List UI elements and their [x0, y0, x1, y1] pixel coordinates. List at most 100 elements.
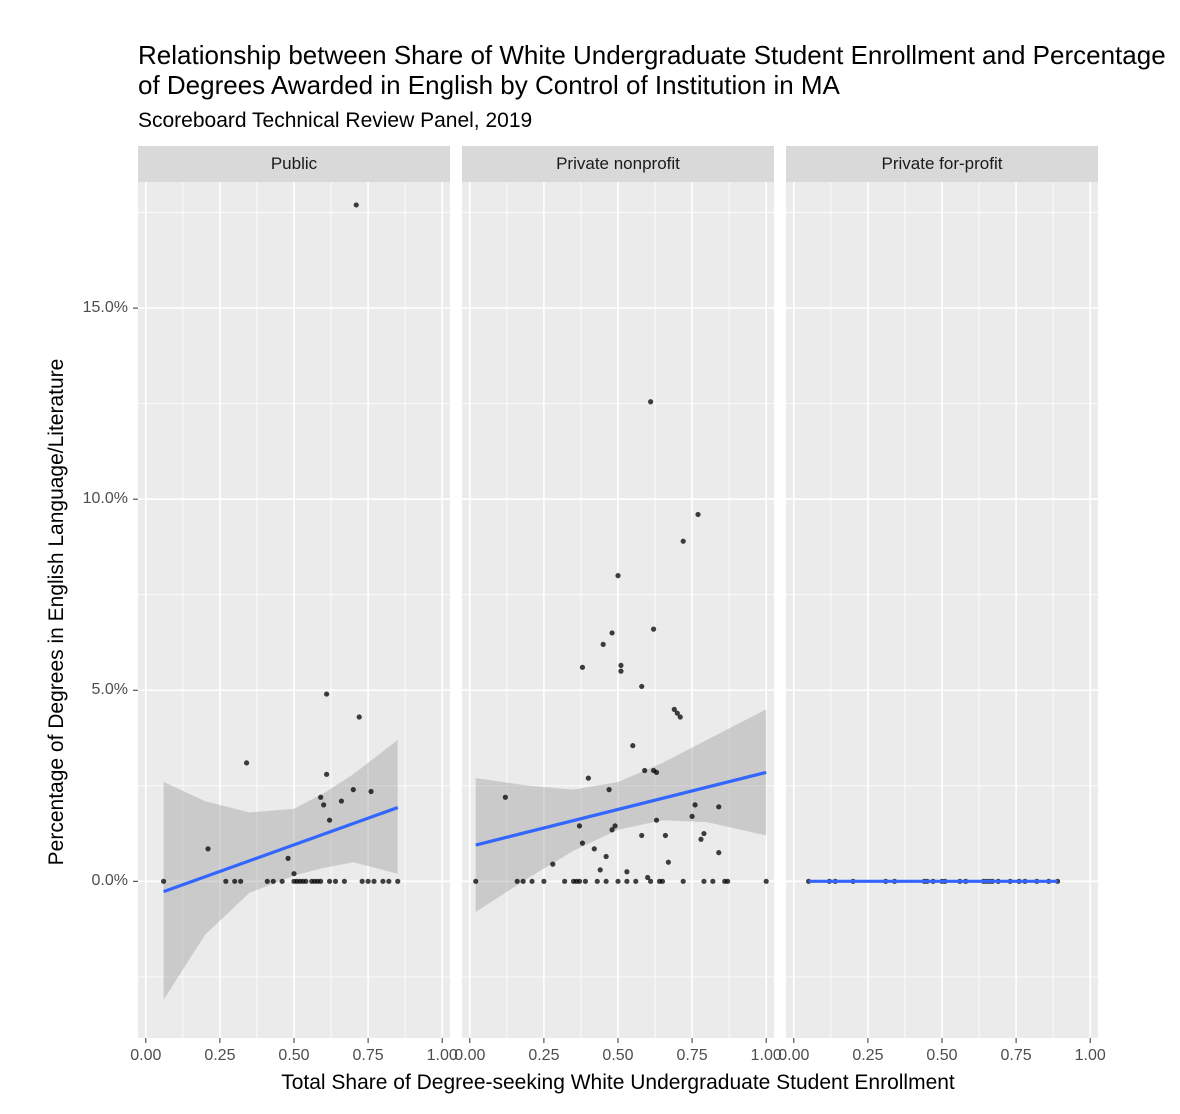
data-point	[579, 664, 586, 670]
data-point	[692, 802, 698, 808]
data-point	[338, 798, 345, 804]
y-tick-label: 0.0%	[91, 872, 128, 890]
data-point	[562, 878, 568, 884]
data-point	[695, 511, 701, 518]
data-point	[324, 691, 330, 697]
data-point	[576, 878, 583, 884]
facet-strip-private-nonprofit: Private nonprofit	[462, 146, 774, 182]
data-point	[386, 878, 392, 884]
data-point	[725, 878, 731, 884]
data-point	[579, 840, 586, 846]
data-point	[594, 878, 600, 884]
x-tick-label: 0.75	[1000, 1047, 1032, 1064]
data-point	[630, 743, 636, 749]
data-point	[541, 878, 547, 884]
data-point	[710, 878, 716, 884]
data-point	[662, 832, 669, 839]
data-point	[618, 662, 624, 669]
x-tick-label: 0.00	[454, 1047, 486, 1064]
data-point	[365, 878, 371, 884]
data-point	[716, 804, 722, 810]
data-point	[642, 767, 648, 774]
x-tick-label: 0.25	[852, 1047, 884, 1064]
data-point	[326, 817, 333, 823]
data-point	[606, 787, 612, 793]
data-point	[223, 878, 229, 884]
data-point	[270, 878, 276, 884]
data-point	[243, 760, 250, 766]
data-point	[609, 827, 615, 833]
trend-line	[475, 770, 767, 847]
x-tick-label: 0.25	[528, 1047, 560, 1064]
data-point	[671, 706, 677, 712]
data-point	[648, 399, 654, 405]
chart-title: Relationship between Share of White Unde…	[138, 40, 1166, 100]
data-point	[665, 859, 671, 865]
x-tick-label: 1.00	[750, 1047, 782, 1064]
data-point	[716, 850, 722, 856]
data-point	[648, 878, 654, 884]
data-point	[653, 817, 660, 823]
data-point	[368, 788, 374, 795]
y-tick-label: 10.0%	[82, 490, 128, 508]
data-point	[473, 878, 479, 884]
confidence-ribbon	[163, 739, 398, 1000]
data-point	[633, 878, 639, 884]
data-point	[618, 668, 624, 674]
data-point	[205, 846, 211, 852]
data-point	[279, 878, 285, 884]
data-point	[763, 878, 769, 884]
chart-subtitle: Scoreboard Technical Review Panel, 2019	[138, 109, 533, 132]
data-point	[591, 846, 597, 852]
data-point	[350, 787, 356, 793]
data-point	[677, 714, 683, 720]
data-point	[318, 878, 324, 884]
data-point	[624, 869, 630, 875]
data-point	[659, 878, 666, 884]
data-point	[701, 830, 707, 837]
data-point	[600, 641, 606, 647]
data-point	[650, 626, 657, 632]
data-point	[550, 861, 556, 867]
data-point	[232, 878, 238, 884]
data-point	[701, 878, 707, 884]
data-point	[332, 878, 339, 884]
x-tick-label: 0.75	[352, 1047, 384, 1064]
data-point	[689, 813, 695, 819]
data-point	[680, 538, 686, 544]
y-tick-label: 15.0%	[82, 299, 128, 317]
data-point	[582, 878, 588, 884]
data-point	[612, 823, 618, 829]
data-point	[639, 683, 645, 690]
data-point	[341, 878, 347, 884]
facet-strip-private-for-profit: Private for-profit	[786, 146, 1098, 182]
y-tick-label: 5.0%	[91, 681, 128, 699]
x-tick-label: 1.00	[426, 1047, 458, 1064]
data-point	[585, 775, 591, 781]
x-tick-label: 0.50	[278, 1047, 310, 1064]
data-point	[645, 874, 651, 881]
data-point	[576, 823, 583, 829]
x-tick-label: 0.75	[676, 1047, 708, 1064]
data-point	[502, 794, 508, 800]
data-point	[680, 878, 686, 884]
data-point	[603, 853, 609, 860]
data-point	[653, 769, 660, 776]
y-axis-label: Percentage of Degrees in English Languag…	[45, 358, 68, 866]
data-point	[529, 878, 535, 884]
data-point	[318, 794, 324, 800]
data-point	[324, 771, 330, 777]
x-tick-label: 0.50	[926, 1047, 958, 1064]
data-point	[264, 878, 270, 884]
x-tick-label: 1.00	[1074, 1047, 1106, 1064]
data-point	[359, 878, 365, 884]
data-point	[615, 573, 621, 579]
data-point	[291, 871, 297, 877]
data-point	[624, 878, 630, 884]
data-point	[639, 832, 645, 839]
data-point	[609, 630, 615, 636]
facet-strip-public: Public	[138, 146, 450, 182]
x-tick-label: 0.50	[602, 1047, 634, 1064]
x-axis-label: Total Share of Degree-seeking White Unde…	[281, 1071, 955, 1094]
